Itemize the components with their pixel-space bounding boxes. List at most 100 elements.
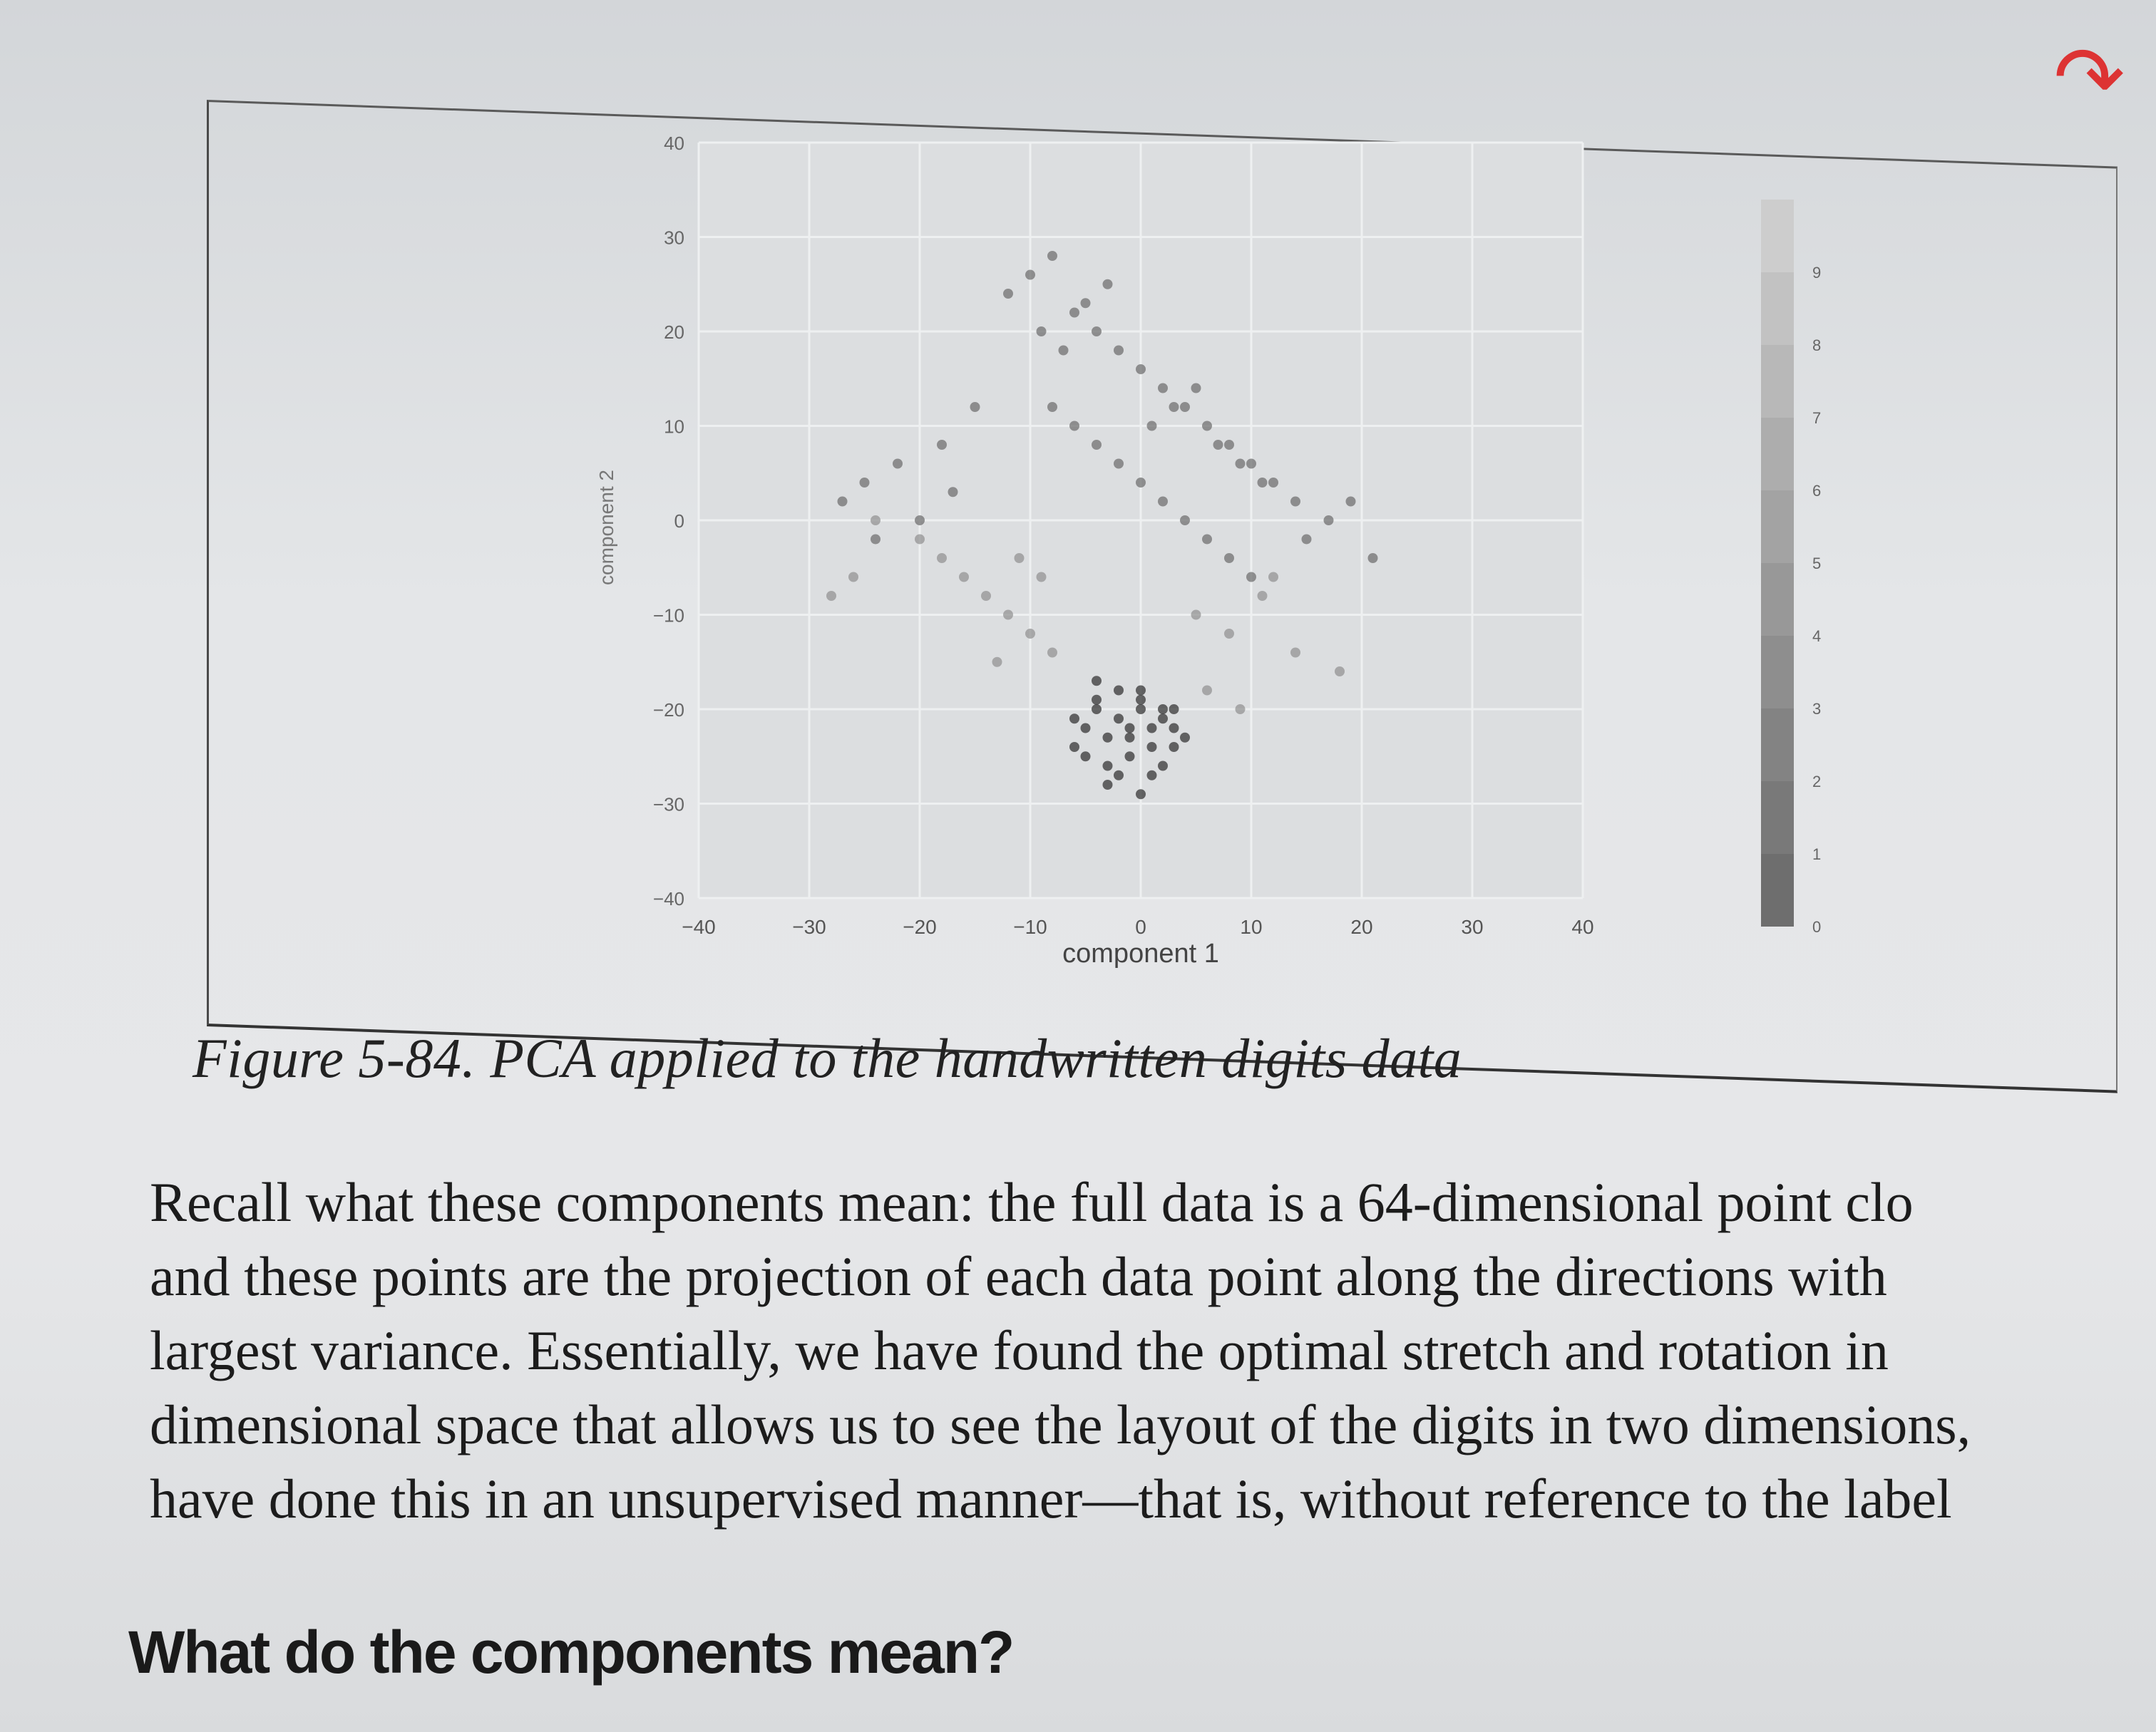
scatter-point — [1114, 713, 1124, 724]
scatter-point — [837, 496, 848, 507]
scatter-point — [915, 515, 925, 525]
scatter-point — [1345, 496, 1356, 507]
scatter-point — [937, 553, 947, 563]
scatter-point — [1047, 251, 1057, 261]
scatter-point — [1102, 732, 1113, 743]
scatter-point — [1158, 496, 1168, 507]
body-paragraph: Recall what these components mean: the f… — [150, 1165, 2146, 1536]
scatter-point — [1136, 685, 1146, 696]
scatter-points — [826, 251, 1378, 800]
scatter-point — [1069, 307, 1079, 318]
scatter-point — [1224, 629, 1234, 639]
scatter-point — [859, 478, 870, 488]
y-tick-label: −30 — [653, 794, 684, 815]
y-tick-label: −10 — [653, 605, 684, 627]
colorbar-tick-label: 9 — [1812, 264, 1821, 282]
colorbar-segment — [1761, 200, 1794, 272]
scatter-point — [871, 534, 881, 545]
scatter-point — [1224, 440, 1234, 450]
scatter-point — [1180, 732, 1190, 743]
scatter-point — [1246, 572, 1256, 582]
colorbar-tick-labels: 0 1 2 3 4 5 6 7 8 9 — [1812, 264, 1821, 936]
scatter-point — [1235, 704, 1246, 714]
scatter-point — [1202, 534, 1212, 545]
scatter-point — [1158, 713, 1168, 724]
x-tick-label: −30 — [792, 916, 826, 938]
colorbar-tick-label: 6 — [1812, 482, 1821, 500]
scatter-point — [1169, 742, 1179, 752]
colorbar-tick-label: 5 — [1812, 555, 1821, 572]
page-corner-mark: ↷ — [2053, 29, 2125, 128]
scatter-point — [1080, 298, 1091, 309]
scatter-point — [1146, 742, 1157, 752]
scatter-point — [1213, 440, 1223, 450]
scatter-point — [1025, 629, 1035, 639]
scatter-point — [915, 534, 925, 545]
scatter-point — [970, 402, 980, 412]
scatter-point — [1080, 723, 1091, 733]
scatter-point — [1367, 553, 1378, 563]
scatter-point — [1124, 723, 1135, 733]
scatter-point — [1224, 553, 1234, 563]
colorbar — [1761, 200, 1794, 927]
y-tick-label: −20 — [653, 699, 684, 721]
y-tick-label: 40 — [664, 133, 684, 154]
scatter-point — [1136, 789, 1146, 800]
colorbar-segment — [1761, 272, 1794, 345]
scatter-point — [959, 572, 969, 582]
x-tick-labels: −40 −30 −20 −10 0 10 20 30 40 — [682, 916, 1593, 938]
paragraph-line: largest variance. Essentially, we have f… — [150, 1319, 1889, 1381]
scatter-point — [1102, 780, 1113, 790]
scatter-point — [1124, 732, 1135, 743]
scatter-point — [1124, 751, 1135, 762]
colorbar-segment — [1761, 418, 1794, 490]
scatter-point — [1114, 458, 1124, 469]
paragraph-line: and these points are the projection of e… — [150, 1245, 1887, 1307]
colorbar-tick-label: 8 — [1812, 336, 1821, 354]
scatter-point — [1191, 383, 1201, 393]
colorbar-segment — [1761, 781, 1794, 854]
pca-scatter-chart: −40 −30 −20 −10 0 10 20 30 40 −40−30−20−10010203… — [595, 133, 1821, 969]
scatter-point — [1003, 609, 1013, 620]
scatter-point — [1114, 770, 1124, 780]
x-tick-label: −40 — [682, 916, 716, 938]
scatter-point — [1036, 326, 1047, 336]
scatter-point — [948, 487, 958, 498]
scatter-point — [1047, 647, 1057, 658]
scatter-point — [1136, 364, 1146, 374]
figure-caption: Figure 5-84. PCA applied to the handwrit… — [192, 1027, 1462, 1089]
scatter-point — [1092, 704, 1102, 714]
y-tick-label: 30 — [664, 227, 684, 249]
scatter-point — [992, 656, 1002, 667]
x-tick-label: 20 — [1350, 916, 1372, 938]
scatter-point — [1080, 751, 1091, 762]
scatter-point — [848, 572, 858, 582]
scatter-point — [1092, 440, 1102, 450]
scatter-point — [937, 440, 947, 450]
scatter-point — [1058, 345, 1069, 356]
colorbar-segment — [1761, 636, 1794, 708]
scatter-point — [1180, 515, 1190, 525]
scatter-point — [1268, 572, 1278, 582]
colorbar-tick-label: 0 — [1812, 918, 1821, 936]
y-tick-label: 20 — [664, 321, 684, 343]
scatter-point — [1069, 713, 1079, 724]
scatter-point — [826, 591, 836, 601]
scatter-point — [1146, 723, 1157, 733]
colorbar-tick-label: 7 — [1812, 409, 1821, 427]
scatter-point — [1114, 685, 1124, 696]
scatter-point — [1136, 694, 1146, 705]
colorbar-segment — [1761, 490, 1794, 563]
scatter-point — [1290, 496, 1300, 507]
scatter-point — [1136, 478, 1146, 488]
scatter-point — [1202, 421, 1212, 431]
scatter-point — [893, 458, 903, 469]
paragraph-line: dimensional space that allows us to see … — [150, 1393, 1971, 1455]
scatter-point — [1323, 515, 1334, 525]
scatter-point — [1069, 742, 1079, 752]
scatter-point — [1268, 478, 1278, 488]
colorbar-tick-label: 2 — [1812, 773, 1821, 790]
section-heading: What do the components mean? — [128, 1619, 1015, 1686]
colorbar-segment — [1761, 854, 1794, 927]
